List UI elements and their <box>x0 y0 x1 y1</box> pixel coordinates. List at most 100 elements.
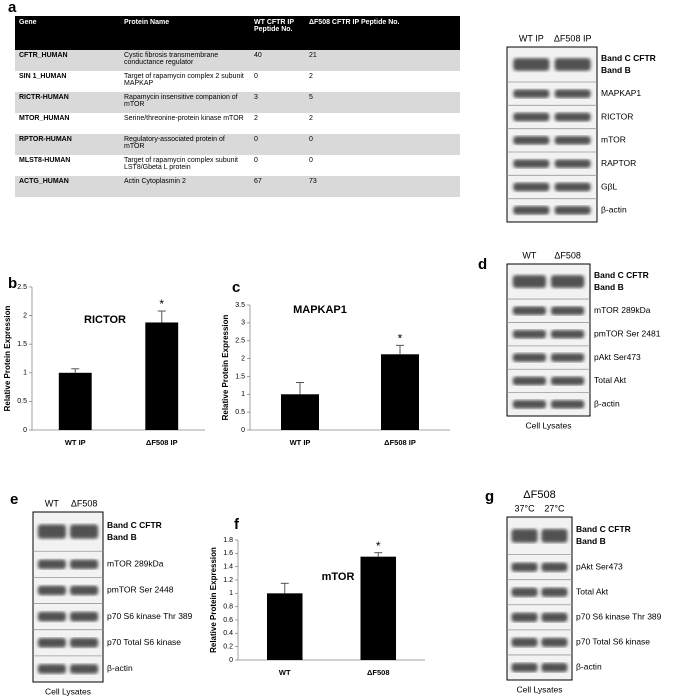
blot-title: ΔF508 <box>523 489 555 501</box>
bar <box>266 593 303 660</box>
band <box>554 206 591 215</box>
band <box>511 637 538 647</box>
table-row: ACTG_HUMAN Actin Cytoplasmin 2 67 73 <box>15 176 460 197</box>
table-row: MTOR_HUMAN Serine/threonine-protein kinas… <box>15 113 460 134</box>
table-cell: SIN 1_HUMAN <box>19 73 67 80</box>
band-label: p70 S6 kinase Thr 389 <box>576 612 662 622</box>
band <box>37 585 66 596</box>
band <box>513 89 550 98</box>
y-tick-label: 0.8 <box>223 604 233 611</box>
band <box>554 112 591 122</box>
band <box>37 559 66 570</box>
band <box>513 159 550 168</box>
y-tick-label: 0.2 <box>223 644 233 651</box>
band <box>541 662 568 672</box>
table-row: SIN 1_HUMAN Target of rapamycin complex 2… <box>15 71 460 92</box>
x-tick-label: ΔF508 <box>367 668 390 677</box>
band <box>550 400 585 409</box>
x-tick-label: WT IP <box>290 438 311 447</box>
lane-label: WT <box>522 250 536 260</box>
band <box>513 58 550 71</box>
lane-label: 27°C <box>544 503 565 513</box>
table-cell: 73 <box>305 176 460 197</box>
blot-frame <box>506 46 598 223</box>
band <box>70 638 99 648</box>
y-tick-label: 3 <box>241 320 245 327</box>
band-label: Total Akt <box>594 375 627 385</box>
y-tick-label: 0.6 <box>223 617 233 624</box>
lane-label: ΔF508 <box>71 498 98 508</box>
table-cell: RICTR-HUMAN <box>15 92 120 113</box>
bar <box>281 394 319 430</box>
blot-frame <box>506 516 573 681</box>
band <box>511 612 538 622</box>
band <box>512 306 547 315</box>
significance-mark: * <box>398 332 403 346</box>
band-label: Total Akt <box>576 586 609 596</box>
y-tick-label: 2.5 <box>17 284 27 291</box>
table-header: Gene Protein Name WT CFTR IP Peptide No. ΔF… <box>15 16 460 50</box>
y-tick-label: 0.4 <box>223 630 233 637</box>
table-cell: 0 <box>254 73 258 80</box>
table-cell: 2 <box>309 115 313 122</box>
band-label: Band C CFTR <box>107 520 162 530</box>
chart-title: MAPKAP1 <box>293 304 347 316</box>
y-tick-label: 1 <box>23 370 27 377</box>
band <box>70 611 99 622</box>
table-cell: Serine/threonine-protein kinase mTOR <box>124 115 244 122</box>
table-cell: 40 <box>250 50 305 71</box>
y-tick-label: 0 <box>23 427 27 434</box>
table-cell: MTOR_HUMAN <box>19 115 70 122</box>
band-label: RICTOR <box>601 111 633 121</box>
column-header: ΔF508 CFTR IP Peptide No. <box>305 16 460 50</box>
table-cell: 0 <box>309 157 313 164</box>
panel-letter: f <box>234 516 240 533</box>
peptide-table: Gene Protein Name WT CFTR IP Peptide No. ΔF… <box>15 16 460 197</box>
table-cell: Cystic fibrosis transmembrane conductanc… <box>120 50 250 71</box>
band-label: Band C CFTR <box>594 270 649 280</box>
table-cell: ACTG_HUMAN <box>15 176 120 197</box>
blot-frame <box>506 263 591 417</box>
band-label: β-actin <box>107 663 133 673</box>
band-label: mTOR 289kDa <box>594 305 651 315</box>
table-cell: MLST8-HUMAN <box>19 157 71 164</box>
band <box>550 306 585 315</box>
bar <box>360 556 397 660</box>
band <box>554 58 591 71</box>
y-tick-label: 0 <box>229 657 233 664</box>
band <box>70 664 99 674</box>
band <box>70 559 99 570</box>
band <box>513 112 550 122</box>
table-cell: 0 <box>250 134 305 155</box>
band <box>550 275 585 288</box>
table-cell: CFTR_HUMAN <box>15 50 120 71</box>
table-cell: Actin Cytoplasmin 2 <box>120 176 250 197</box>
band-label: mTOR <box>601 135 626 145</box>
table-cell: 0 <box>305 134 460 155</box>
y-tick-label: 1.6 <box>223 550 233 557</box>
table-cell: Rapamycin insensitive companion of mTOR <box>120 92 250 113</box>
table-row: MLST8-HUMAN Target of rapamycin complex s… <box>15 155 460 176</box>
y-tick-label: 0 <box>241 427 245 434</box>
band <box>511 587 538 597</box>
band-label: Band C CFTR <box>576 524 631 534</box>
panel-letter: a <box>8 0 17 16</box>
table-cell: 2 <box>309 73 313 80</box>
band-label: mTOR 289kDa <box>107 559 164 569</box>
band-label: p70 Total S6 kinase <box>107 637 181 647</box>
band-label: RAPTOR <box>601 158 636 168</box>
bar <box>381 354 419 430</box>
band <box>37 524 66 539</box>
band-label: pAkt Ser473 <box>576 561 623 571</box>
band-label: Band B <box>576 536 606 546</box>
table-cell: 21 <box>305 50 460 71</box>
band <box>70 585 99 596</box>
x-tick-label: WT IP <box>65 438 86 447</box>
band <box>512 329 547 339</box>
table-cell: RPTOR-HUMAN <box>15 134 120 155</box>
y-tick-label: 3.5 <box>235 302 245 309</box>
blot-footer: Cell Lysates <box>517 684 563 694</box>
lane-label: WT <box>45 498 59 508</box>
band <box>550 329 585 339</box>
